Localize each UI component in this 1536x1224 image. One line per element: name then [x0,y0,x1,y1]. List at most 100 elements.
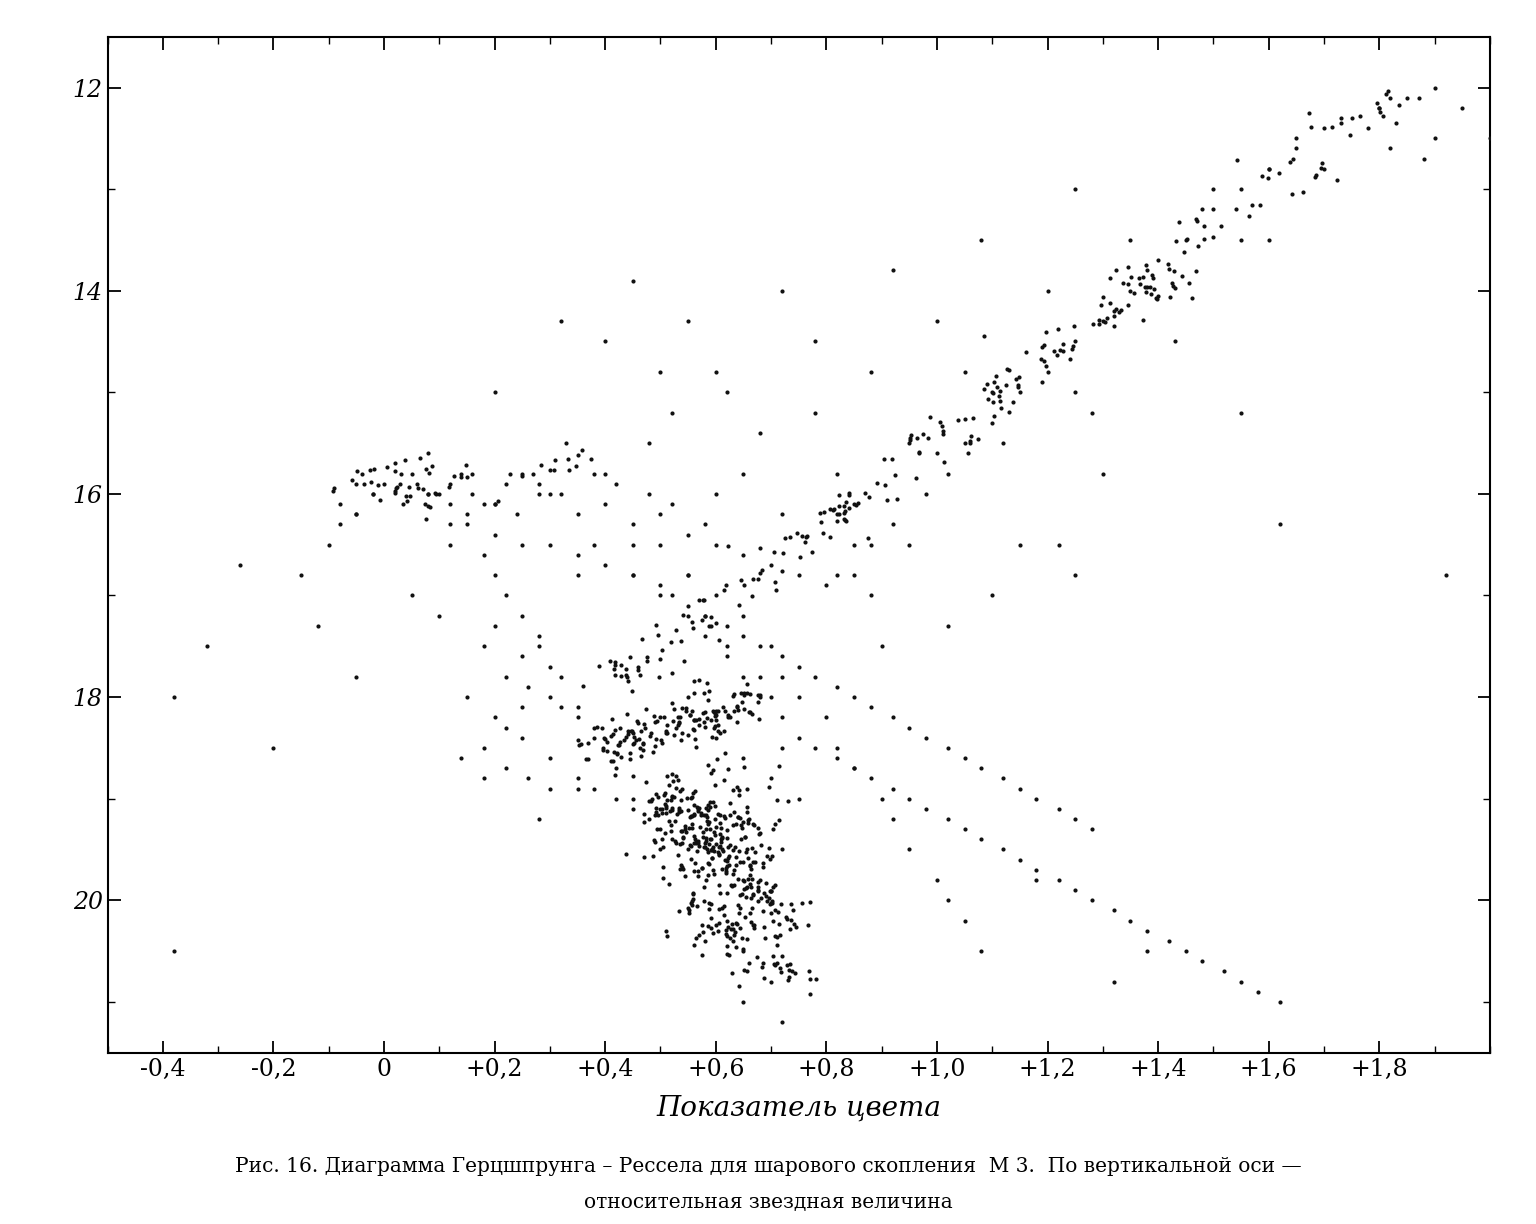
Point [731,871,756,891]
Point [935,891,960,911]
Point [790,894,814,913]
Point [716,759,740,778]
Point [980,383,1005,403]
Point [438,494,462,514]
Point [664,778,688,798]
Point [766,756,791,776]
Point [1450,98,1475,118]
Point [958,426,983,446]
Point [740,586,765,606]
Point [1366,93,1390,113]
Point [770,962,794,982]
Point [717,945,742,965]
Point [614,659,639,678]
Point [742,916,766,935]
Point [608,666,633,685]
Point [736,803,760,823]
Point [876,491,900,510]
Point [699,908,723,928]
Point [1201,228,1226,247]
Point [687,925,711,945]
Point [679,894,703,913]
Point [1130,268,1155,288]
Point [659,403,684,422]
Point [719,875,743,895]
Point [722,837,746,857]
Point [422,483,447,503]
Point [558,460,582,480]
Point [759,894,783,913]
Point [740,852,765,871]
Point [1058,349,1083,368]
Point [720,780,745,799]
Point [731,758,756,777]
Point [624,730,648,749]
Point [1101,307,1126,327]
Point [650,640,674,660]
Point [660,694,685,714]
Point [687,590,711,610]
Point [1115,257,1140,277]
Point [958,433,983,453]
Point [591,741,616,760]
Point [770,707,794,727]
Point [1169,266,1193,285]
Point [556,449,581,469]
Point [700,727,725,747]
Point [740,704,765,723]
Point [736,953,760,973]
Point [1303,168,1327,187]
Point [736,780,760,799]
Point [717,707,742,727]
Point [946,410,971,430]
Point [599,750,624,770]
Point [662,812,687,831]
Point [1224,200,1249,219]
Point [751,902,776,922]
Point [803,969,828,989]
Point [670,821,694,841]
Point [554,433,579,453]
Point [482,494,507,514]
Point [809,512,834,531]
Point [611,730,636,749]
Point [617,647,642,667]
Point [731,991,756,1011]
Point [969,230,994,250]
Point [679,807,703,826]
Point [765,791,790,810]
Point [1229,403,1253,422]
Point [711,580,736,600]
Point [699,841,723,860]
Point [261,738,286,758]
Point [630,733,654,753]
Point [1025,789,1049,809]
Point [670,821,694,841]
Point [407,448,432,468]
Point [644,712,668,732]
Point [651,785,676,804]
Point [713,743,737,763]
Point [872,449,897,469]
Point [975,375,1000,394]
Point [770,738,794,758]
Point [1255,168,1279,187]
Point [687,715,711,734]
Point [665,770,690,789]
Point [636,791,660,810]
Point [1395,88,1419,108]
Point [711,807,736,826]
Point [982,406,1006,426]
Point [746,710,771,730]
Point [382,482,407,502]
Point [493,717,518,737]
Point [645,787,670,807]
Point [344,474,369,493]
Point [453,455,478,475]
Point [925,311,949,330]
Point [455,688,479,707]
Point [685,896,710,916]
Point [1166,212,1190,231]
Point [676,800,700,820]
Point [763,925,788,945]
